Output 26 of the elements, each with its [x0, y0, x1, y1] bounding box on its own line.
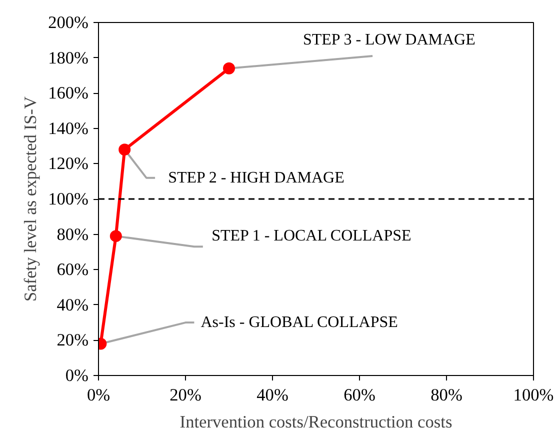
x-tick-label: 60% [344, 386, 376, 404]
point [223, 62, 235, 74]
y-tick-label: 120% [48, 154, 89, 174]
annotation: STEP 3 - LOW DAMAGE [302, 32, 476, 49]
y-tick-label: 20% [56, 330, 89, 350]
y-tick-label: 0% [65, 366, 89, 385]
x-tick-label: 100% [513, 386, 554, 404]
x-tick-label: 20% [170, 386, 202, 404]
x-axis-title: Intervention costs/Reconstruction costs [180, 412, 452, 432]
y-tick-label: 200% [48, 13, 89, 32]
x-tick-label: 0% [86, 386, 110, 404]
y-tick-label: 80% [56, 224, 89, 244]
point [110, 230, 122, 242]
y-tick-label: 160% [48, 84, 89, 103]
annotation: STEP 1 - LOCAL COLLAPSE [212, 228, 412, 245]
y-tick-label: 40% [56, 295, 89, 314]
point [118, 144, 131, 156]
y-tick-label: 140% [48, 118, 89, 138]
x-tick-label: 80% [430, 386, 462, 404]
y-tick-label: 180% [48, 48, 89, 68]
y-axis-title: Safety level as expected IS-V [21, 96, 40, 302]
x-tick-label: 40% [256, 386, 288, 404]
annotation: STEP 2 - HIGH DAMAGE [168, 169, 344, 186]
y-tick-label: 100% [48, 190, 89, 208]
annotation: As-Is - GLOBAL COLLAPSE [200, 314, 398, 332]
y-tick-label: 60% [56, 260, 89, 280]
